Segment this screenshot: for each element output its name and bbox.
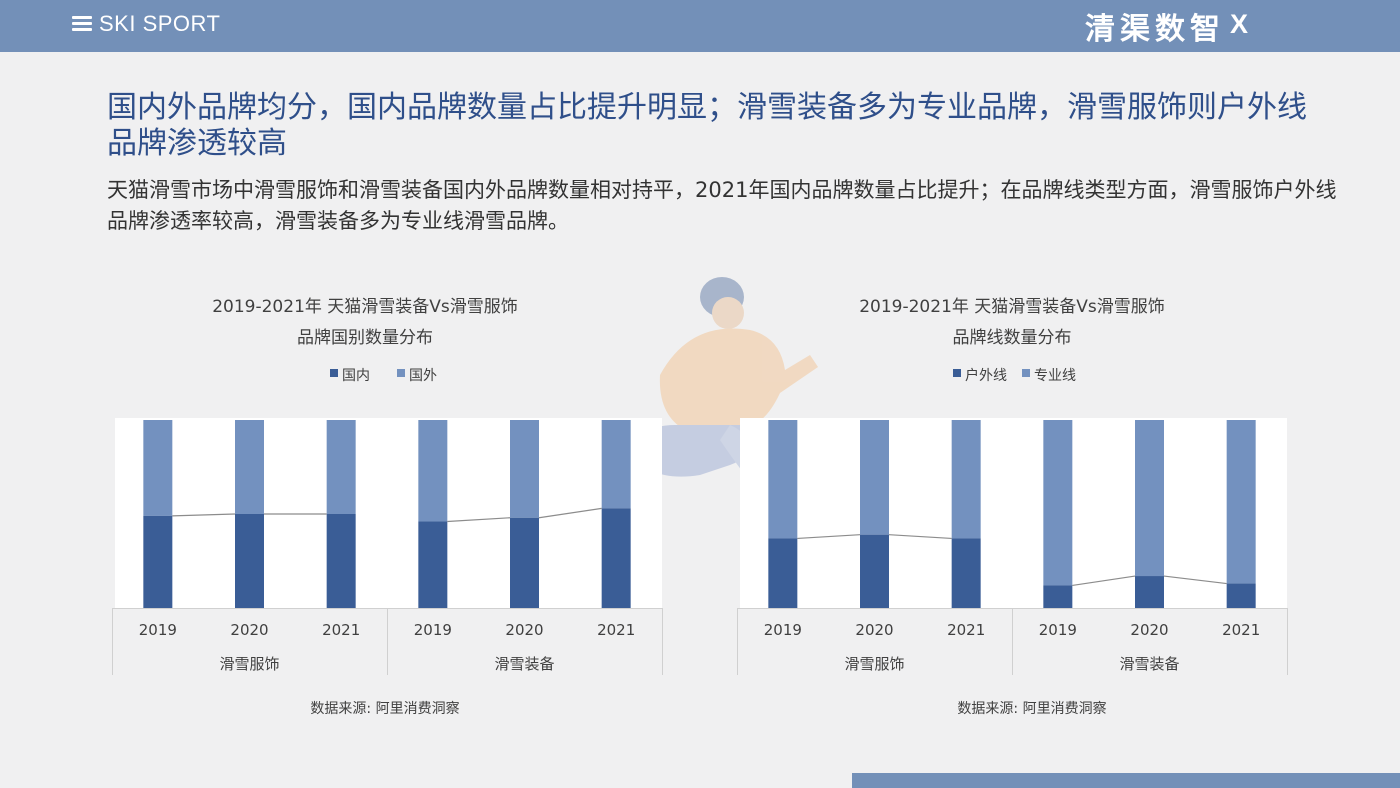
bar-segment-outdoor: [768, 538, 798, 608]
bar-segment-foreign: [143, 420, 173, 516]
plot-area: [115, 418, 662, 608]
legend-swatch: [330, 369, 338, 377]
data-source-note: 数据来源: 阿里消费洞察: [957, 700, 1106, 717]
x-tick-label: 2021: [1222, 621, 1260, 639]
chart-title: 品牌线数量分布: [953, 328, 1072, 348]
x-tick-label: 2019: [139, 621, 177, 639]
bar-segment-outdoor: [860, 534, 889, 608]
legend-swatch: [953, 369, 961, 377]
x-tick-label: 2021: [597, 621, 635, 639]
company-logo-text: 清渠数智: [1085, 12, 1225, 47]
x-tick-label: 2021: [322, 621, 360, 639]
bar-segment-domestic: [143, 515, 173, 608]
bar-segment-domestic: [601, 508, 631, 608]
bar-segment-outdoor: [1043, 585, 1073, 608]
series-connector-line: [888, 534, 952, 540]
x-tick-label: 2019: [414, 621, 452, 639]
bar-segment-foreign: [601, 420, 631, 509]
bar-segment-professional: [860, 420, 889, 535]
chart-title: 2019-2021年 天猫滑雪装备Vs滑雪服饰: [212, 297, 518, 317]
series-connector-line: [447, 517, 511, 523]
bar-segment-outdoor: [1135, 576, 1164, 608]
series-connector-line: [1163, 575, 1227, 585]
bar-segment-foreign: [510, 420, 539, 518]
bar-segment-domestic: [326, 514, 356, 608]
bar-segment-foreign: [418, 420, 448, 522]
x-tick-label: 2021: [947, 621, 985, 639]
legend-label: 专业线: [1034, 368, 1076, 384]
series-connector-line: [538, 507, 602, 519]
series-connector-line: [797, 534, 861, 540]
bar-segment-domestic: [235, 514, 264, 608]
page-title: 国内外品牌均分，国内品牌数量占比提升明显；滑雪装备多为专业品牌，滑雪服饰则户外线…: [107, 90, 1307, 161]
footer-bar: [852, 773, 1400, 788]
x-tick-label: 2020: [1130, 621, 1168, 639]
menu-icon[interactable]: [72, 16, 92, 32]
legend-label: 国外: [409, 368, 437, 384]
x-tick-label: 2019: [764, 621, 802, 639]
legend-swatch: [397, 369, 405, 377]
x-tick-label: 2020: [855, 621, 893, 639]
x-tick-label: 2019: [1039, 621, 1077, 639]
bar-segment-professional: [1043, 420, 1073, 586]
series-connector-line: [1072, 575, 1136, 587]
legend-label: 户外线: [965, 367, 1007, 384]
bar-segment-outdoor: [951, 538, 981, 608]
bar-segment-domestic: [510, 517, 539, 608]
header-bar: SKI SPORT 清渠数智 X: [0, 0, 1400, 52]
chart-title: 品牌国别数量分布: [297, 328, 433, 348]
data-source-note: 数据来源: 阿里消费洞察: [310, 700, 459, 717]
group-label: 滑雪装备: [494, 655, 554, 673]
bar-segment-foreign: [326, 420, 356, 514]
plot-area: [740, 418, 1287, 608]
bar-segment-professional: [1135, 420, 1164, 577]
logo-x-mark: X: [1230, 9, 1249, 39]
group-label: 滑雪装备: [1119, 655, 1179, 673]
x-tick-label: 2020: [505, 621, 543, 639]
bar-segment-foreign: [235, 420, 264, 514]
series-connector-line: [172, 513, 236, 517]
bar-segment-domestic: [418, 521, 448, 608]
x-tick-label: 2020: [230, 621, 268, 639]
chart-title: 2019-2021年 天猫滑雪装备Vs滑雪服饰: [859, 297, 1165, 317]
group-label: 滑雪服饰: [844, 655, 904, 673]
legend-swatch: [1022, 369, 1030, 377]
page-subtitle: 天猫滑雪市场中滑雪服饰和滑雪装备国内外品牌数量相对持平，2021年国内品牌数量占…: [107, 178, 1337, 233]
bar-segment-professional: [768, 420, 798, 539]
legend-label: 国内: [342, 368, 370, 384]
brand-name: SKI SPORT: [99, 11, 221, 36]
group-label: 滑雪服饰: [219, 655, 279, 673]
bar-segment-outdoor: [1226, 583, 1256, 608]
bar-segment-professional: [1226, 420, 1256, 584]
bar-segment-professional: [951, 420, 981, 539]
